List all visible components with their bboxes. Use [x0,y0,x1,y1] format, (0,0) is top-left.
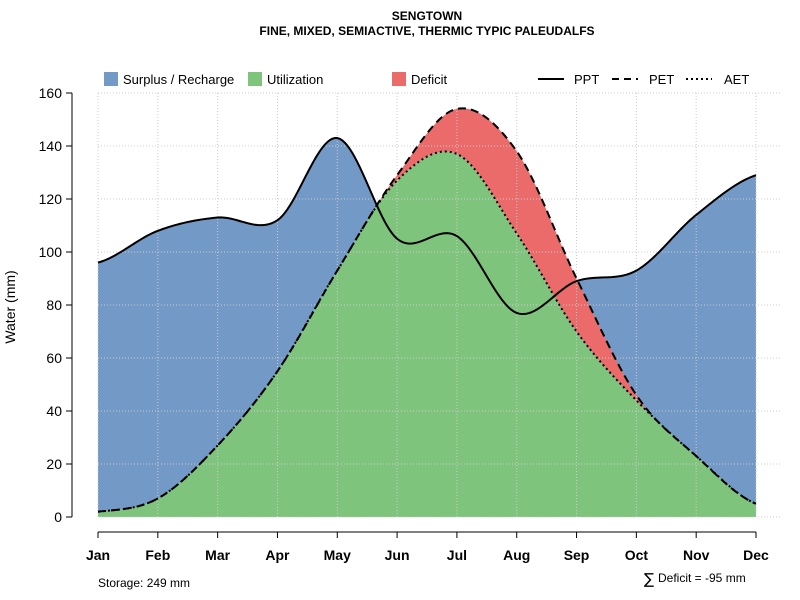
deficit-annotation: Deficit = -95 mm [658,571,746,585]
y-tick-label: 20 [46,456,62,472]
x-tick-label: Dec [743,547,769,563]
series-line-aet [97,150,757,513]
legend-swatch-surplus [104,72,118,86]
y-tick-label: 0 [54,509,62,525]
axes: 0 20 40 60 80 100 120 140 160 Jan Feb Mar Apr May Jun J… [39,85,769,563]
x-tick-label: Sep [564,547,590,563]
y-tick-label: 100 [39,244,63,260]
series-lines [97,107,757,513]
y-tick-label: 120 [39,191,63,207]
x-tick-label: Mar [205,547,230,563]
x-tick-label: Feb [145,547,170,563]
y-tick-label: 60 [46,350,62,366]
grid-layer [97,92,782,518]
legend: Surplus / Recharge Utilization Deficit P… [104,72,749,87]
x-tick-label: May [324,547,351,563]
x-tick-label: Nov [683,547,710,563]
x-tick-label: Apr [265,547,290,563]
fill-layer [98,108,756,518]
sum-symbol-icon: ∑ [644,570,654,588]
x-tick-label: Jun [385,547,410,563]
y-tick-label: 160 [39,85,63,101]
legend-label-ppt: PPT [574,72,599,87]
legend-swatch-utilization [248,72,262,86]
y-tick-label: 80 [46,297,62,313]
x-tick-label: Jan [86,547,110,563]
y-tick-label: 140 [39,138,63,154]
legend-label-pet: PET [649,72,674,87]
chart-subtitle: FINE, MIXED, SEMIACTIVE, THERMIC TYPIC P… [259,24,594,38]
legend-label-utilization: Utilization [267,72,323,87]
legend-label-deficit: Deficit [411,72,448,87]
legend-swatch-deficit [392,72,406,86]
x-tick-label: Oct [625,547,649,563]
area-utilization [98,151,756,517]
y-axis-label: Water (mm) [2,270,18,343]
series-line-pet [97,107,757,513]
series-line-ppt [97,137,757,316]
legend-label-aet: AET [724,72,749,87]
chart-title: SENGTOWN [392,9,462,23]
legend-label-surplus: Surplus / Recharge [123,72,234,87]
x-tick-label: Jul [447,547,467,563]
y-tick-label: 40 [46,403,62,419]
storage-annotation: Storage: 249 mm [98,576,190,590]
x-tick-label: Aug [503,547,530,563]
